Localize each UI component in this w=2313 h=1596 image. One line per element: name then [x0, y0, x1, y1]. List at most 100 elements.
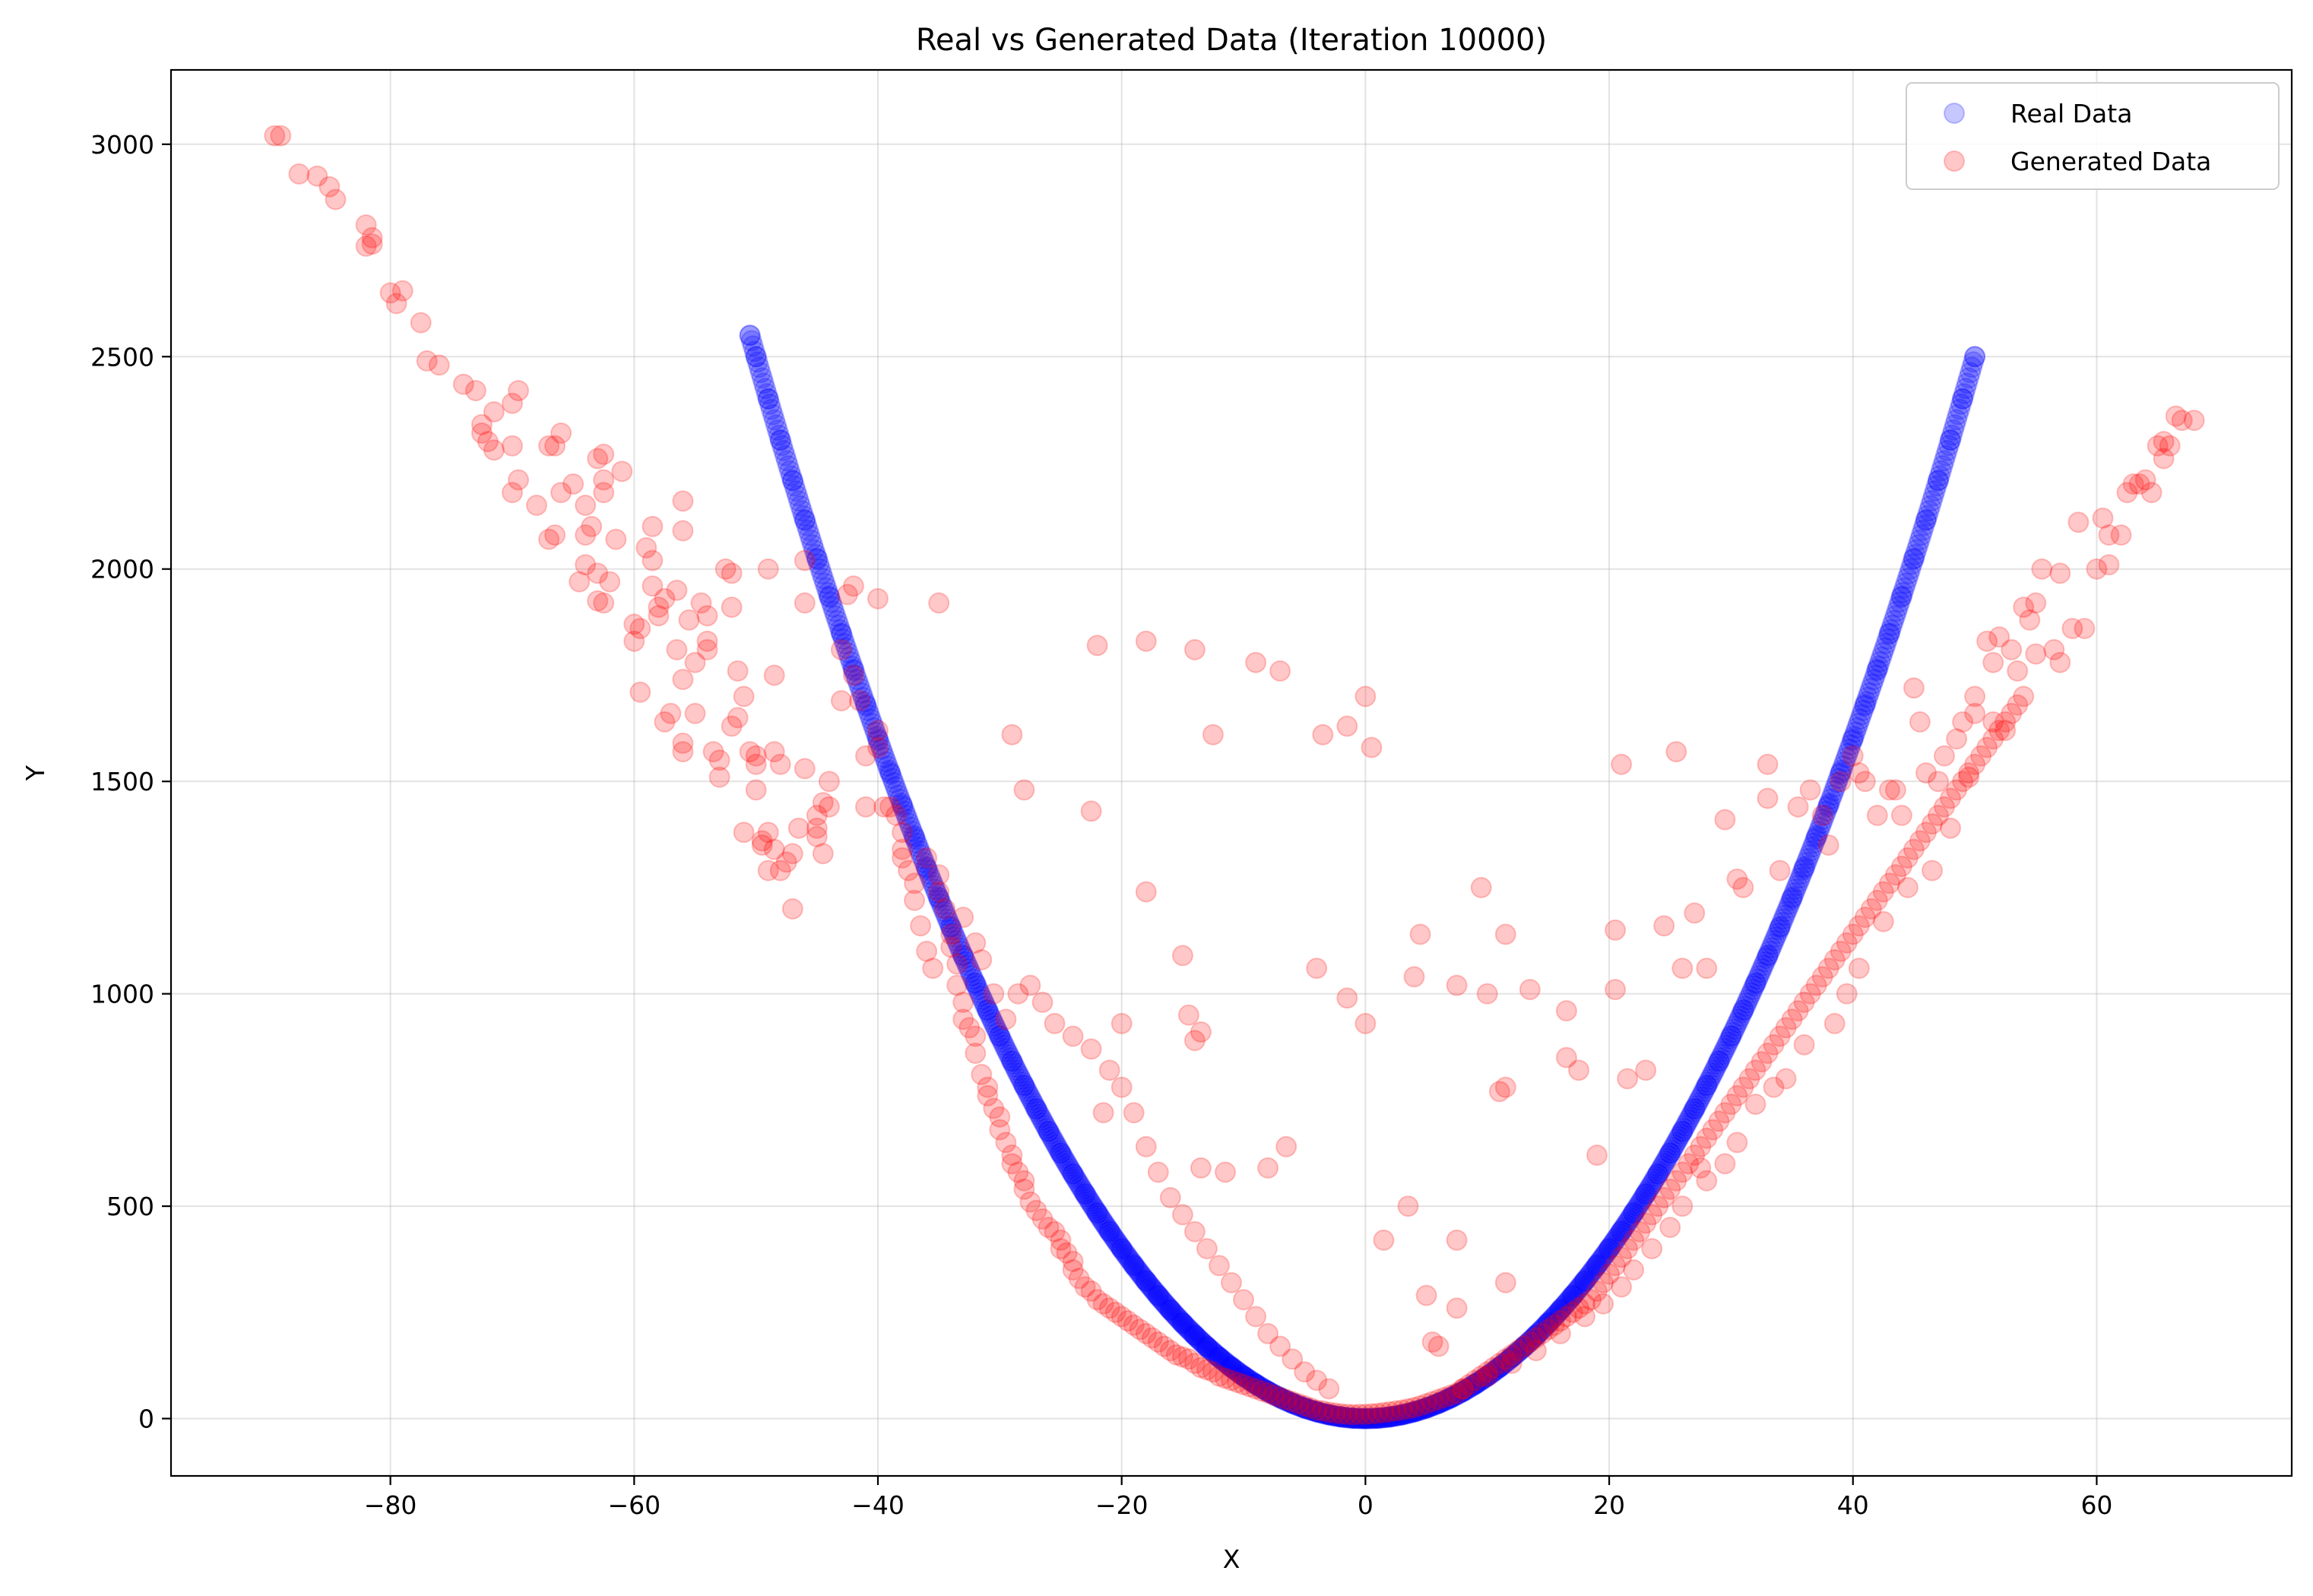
generated-data-point	[1111, 1076, 1133, 1098]
generated-data-point	[1525, 1340, 1547, 1362]
real-data-point	[1456, 1379, 1478, 1401]
real-data-point	[1647, 1163, 1669, 1185]
real-data-point	[1099, 1221, 1120, 1243]
generated-data-point	[1836, 983, 1858, 1005]
real-data-point	[920, 867, 942, 889]
real-data-point	[817, 581, 839, 603]
real-data-point	[1500, 1347, 1522, 1369]
real-data-point	[1299, 1399, 1321, 1421]
real-data-point	[1602, 1232, 1624, 1253]
real-data-point	[1488, 1357, 1510, 1379]
real-data-point	[1013, 1074, 1035, 1096]
real-data-point	[1637, 1180, 1658, 1202]
generated-data-point	[1964, 753, 1986, 775]
real-data-point	[1808, 820, 1830, 842]
real-data-point	[1031, 1109, 1054, 1131]
real-data-point	[811, 563, 833, 584]
generated-data-point	[1665, 741, 1687, 763]
generated-data-point	[2159, 435, 2181, 457]
real-data-point	[1405, 1400, 1427, 1422]
real-data-point	[1217, 1354, 1239, 1376]
real-data-point	[1685, 1095, 1707, 1116]
real-data-point	[1022, 1092, 1044, 1114]
real-data-point	[1745, 971, 1767, 993]
generated-data-point	[916, 847, 938, 869]
generated-data-point	[818, 771, 840, 793]
real-data-point	[952, 945, 974, 967]
generated-data-point	[1044, 1012, 1066, 1034]
real-data-point	[923, 875, 945, 897]
real-data-point	[1324, 1405, 1346, 1427]
real-data-point	[1223, 1358, 1245, 1380]
real-data-point	[1863, 669, 1885, 691]
generated-data-point	[464, 380, 486, 401]
real-data-point	[1310, 1402, 1332, 1424]
generated-data-point	[1361, 1403, 1383, 1425]
real-data-point	[1019, 1086, 1041, 1108]
real-data-point	[1957, 372, 1978, 394]
real-data-point	[1452, 1380, 1474, 1402]
real-data-point	[1440, 1386, 1462, 1408]
generated-data-point	[1787, 796, 1809, 818]
real-data-point	[1189, 1329, 1211, 1351]
real-data-point	[1302, 1400, 1324, 1422]
generated-data-point	[1171, 1204, 1193, 1226]
generated-data-point	[745, 753, 767, 775]
real-data-point	[1228, 1361, 1250, 1383]
real-data-point	[1662, 1137, 1684, 1159]
generated-data-point	[916, 940, 938, 962]
real-data-point	[1671, 1120, 1694, 1142]
real-data-point	[1221, 1356, 1242, 1378]
real-data-point	[1145, 1282, 1167, 1303]
generated-data-point	[2153, 448, 2175, 470]
real-data-point	[1583, 1259, 1605, 1281]
generated-data-point	[1336, 1404, 1358, 1425]
generated-data-point	[1884, 864, 1906, 886]
real-data-point	[1960, 362, 1982, 384]
generated-data-point	[708, 766, 730, 788]
real-data-point	[904, 826, 926, 848]
real-data-point	[1608, 1223, 1630, 1245]
real-data-point	[1110, 1236, 1132, 1258]
real-data-point	[1195, 1335, 1217, 1357]
real-data-point	[1687, 1092, 1709, 1114]
real-data-point	[1635, 1183, 1657, 1205]
real-data-point	[1641, 1173, 1663, 1195]
real-data-point	[1753, 955, 1775, 977]
generated-data-point	[714, 558, 737, 580]
real-data-point	[1797, 847, 1819, 869]
generated-data-point	[1141, 1327, 1163, 1349]
real-data-point	[1548, 1301, 1570, 1323]
real-data-point	[1906, 539, 1928, 561]
real-data-point	[1342, 1408, 1364, 1429]
real-data-point	[1264, 1384, 1286, 1406]
real-data-point	[1330, 1406, 1352, 1428]
real-data-point	[1282, 1392, 1304, 1414]
real-data-point	[992, 1031, 1013, 1053]
real-data-point	[739, 325, 761, 347]
real-data-point	[1249, 1376, 1271, 1398]
real-data-point	[1152, 1290, 1174, 1313]
real-data-point	[1350, 1408, 1372, 1430]
generated-data-point	[696, 605, 718, 627]
real-data-point	[825, 605, 847, 627]
real-data-point	[1027, 1100, 1049, 1123]
real-data-point	[745, 346, 767, 368]
generated-data-point	[1580, 1289, 1602, 1311]
real-data-point	[1910, 524, 1932, 546]
real-data-point	[1305, 1401, 1327, 1423]
generated-data-point	[733, 686, 755, 708]
real-data-point	[1159, 1299, 1181, 1321]
generated-data-point	[672, 490, 694, 512]
real-data-point	[1842, 730, 1863, 752]
generated-data-point	[642, 515, 664, 537]
generated-data-point	[757, 558, 779, 580]
generated-data-point	[2049, 651, 2071, 673]
real-data-point	[796, 515, 818, 537]
generated-data-point	[416, 350, 438, 372]
real-data-point	[1326, 1405, 1348, 1427]
real-data-point	[1364, 1408, 1386, 1430]
y-tick-label: 0	[138, 1404, 154, 1434]
real-data-point	[924, 879, 946, 901]
generated-data-point	[867, 736, 889, 758]
